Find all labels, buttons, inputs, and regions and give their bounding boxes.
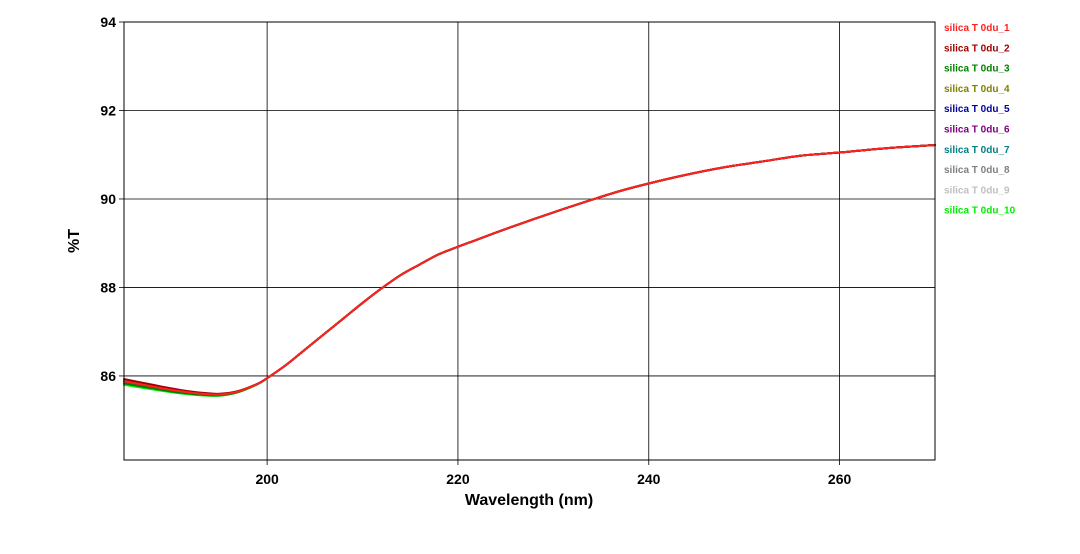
legend-entry: silica T 0du_7 bbox=[944, 145, 1010, 156]
legend-entry: silica T 0du_6 bbox=[944, 125, 1010, 136]
y-tick-labels: 86 88 90 92 94 bbox=[100, 14, 116, 384]
x-tick-label: 260 bbox=[828, 471, 852, 487]
series-line bbox=[123, 143, 936, 396]
plot-frame bbox=[123, 21, 936, 461]
series-line bbox=[123, 143, 936, 396]
legend-entry: silica T 0du_10 bbox=[944, 206, 1016, 217]
y-tick-label: 90 bbox=[100, 191, 116, 207]
x-tick-label: 240 bbox=[637, 471, 661, 487]
series-line bbox=[123, 143, 936, 397]
legend-entry: silica T 0du_2 bbox=[944, 43, 1010, 54]
legend-entry: silica T 0du_3 bbox=[944, 64, 1010, 75]
x-axis-label: Wavelength (nm) bbox=[465, 492, 593, 509]
x-tick-label: 220 bbox=[446, 471, 470, 487]
series-line bbox=[123, 143, 936, 396]
series-lines bbox=[123, 143, 936, 397]
x-tick-label: 200 bbox=[255, 471, 279, 487]
gridlines bbox=[119, 21, 935, 465]
y-tick-label: 86 bbox=[100, 368, 116, 384]
y-axis-label: %T bbox=[66, 229, 83, 253]
legend-entry: silica T 0du_9 bbox=[944, 185, 1010, 196]
legend-entry: silica T 0du_4 bbox=[944, 84, 1010, 95]
y-tick-label: 92 bbox=[100, 102, 116, 118]
legend-entry: silica T 0du_1 bbox=[944, 23, 1010, 34]
legend-entry: silica T 0du_8 bbox=[944, 165, 1010, 176]
series-line bbox=[123, 143, 936, 396]
series-line bbox=[123, 143, 936, 395]
legend-entry: silica T 0du_5 bbox=[944, 104, 1010, 115]
y-tick-label: 94 bbox=[100, 14, 116, 30]
x-tick-labels: 200 220 240 260 bbox=[255, 471, 851, 487]
y-tick-label: 88 bbox=[100, 279, 116, 295]
series-line bbox=[123, 143, 936, 397]
series-line bbox=[123, 143, 936, 396]
series-line bbox=[123, 143, 936, 396]
series-line bbox=[123, 143, 936, 396]
